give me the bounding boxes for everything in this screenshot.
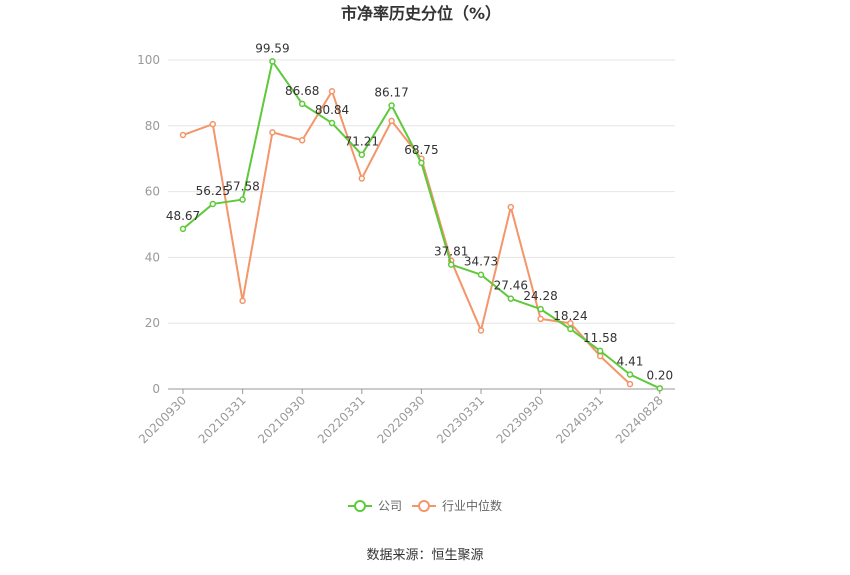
data-label: 99.59 bbox=[255, 41, 289, 55]
series-point-1 bbox=[388, 117, 395, 125]
series-point-0 bbox=[447, 261, 455, 268]
series-point-0 bbox=[626, 371, 634, 378]
data-label: 4.41 bbox=[617, 354, 644, 368]
y-tick-label: 80 bbox=[145, 119, 160, 133]
data-label: 24.28 bbox=[523, 289, 557, 303]
series-point-0 bbox=[209, 200, 217, 208]
series-point-0 bbox=[328, 119, 336, 127]
series-point-1 bbox=[537, 315, 544, 323]
legend-industry-label: 行业中位数 bbox=[442, 498, 502, 513]
x-tick-label: 20220331 bbox=[315, 393, 368, 446]
series-point-0 bbox=[418, 159, 425, 167]
x-tick-label: 20210930 bbox=[255, 393, 308, 446]
data-label: 57.58 bbox=[225, 180, 259, 194]
data-label: 86.68 bbox=[285, 84, 319, 98]
series-point-0 bbox=[269, 58, 276, 65]
series-point-1 bbox=[179, 131, 187, 139]
y-tick-label: 0 bbox=[152, 382, 160, 396]
chart-title: 市净率历史分位（%） bbox=[341, 4, 501, 23]
x-tick-label: 20240828 bbox=[613, 393, 666, 446]
x-tick-label: 20230331 bbox=[434, 393, 487, 446]
series-line-1 bbox=[182, 90, 631, 385]
x-tick-label: 20200930 bbox=[136, 393, 189, 446]
series-point-0 bbox=[298, 100, 306, 108]
data-label: 56.25 bbox=[196, 184, 230, 198]
series-point-0 bbox=[388, 102, 395, 109]
x-tick-label: 20230930 bbox=[494, 393, 547, 446]
series-point-0 bbox=[537, 305, 544, 313]
legend-industry-marker bbox=[418, 500, 430, 512]
data-label: 86.17 bbox=[374, 86, 408, 100]
data-label: 71.21 bbox=[345, 135, 379, 149]
data-label: 68.75 bbox=[404, 143, 438, 157]
series-point-0 bbox=[358, 151, 366, 158]
y-tick-label: 100 bbox=[137, 53, 160, 67]
y-tick-label: 40 bbox=[145, 250, 160, 264]
data-label: 11.58 bbox=[583, 331, 617, 345]
series-point-1 bbox=[507, 203, 515, 211]
series-point-0 bbox=[239, 196, 246, 203]
legend-item-industry[interactable]: 行业中位数 bbox=[412, 498, 502, 513]
data-label: 37.81 bbox=[434, 245, 468, 259]
x-tick-label: 20210331 bbox=[196, 393, 249, 446]
series-point-0 bbox=[179, 225, 187, 233]
series-point-0 bbox=[477, 271, 485, 278]
series-point-0 bbox=[596, 347, 604, 355]
y-tick-label: 60 bbox=[145, 185, 160, 199]
series-point-1 bbox=[626, 380, 634, 388]
series-point-1 bbox=[269, 129, 276, 136]
x-tick-label: 20220930 bbox=[374, 393, 427, 446]
series-point-1 bbox=[209, 120, 217, 128]
x-axis: 20200930 20210331 20210930 20220331 20220930… bbox=[136, 388, 675, 446]
data-label: 0.20 bbox=[646, 368, 673, 382]
series-point-1 bbox=[358, 175, 366, 182]
series-point-1 bbox=[298, 137, 306, 144]
y-tick-label: 20 bbox=[145, 316, 160, 330]
grid bbox=[168, 59, 675, 324]
data-source: 数据来源：恒生聚源 bbox=[366, 548, 483, 563]
data-label: 48.67 bbox=[166, 209, 200, 223]
legend-item-company[interactable]: 公司 bbox=[348, 499, 402, 513]
data-label: 18.24 bbox=[553, 309, 587, 323]
y-axis: 0 20 40 60 80 100 bbox=[137, 53, 160, 396]
series-point-1 bbox=[328, 88, 336, 95]
legend: 公司 行业中位数 bbox=[348, 498, 502, 513]
series-point-1 bbox=[596, 352, 604, 360]
x-tick-label: 20240331 bbox=[553, 393, 606, 446]
data-label: 34.73 bbox=[464, 255, 498, 269]
data-label: 27.46 bbox=[494, 279, 528, 293]
series-point-1 bbox=[239, 297, 246, 305]
data-label: 80.84 bbox=[315, 103, 349, 117]
series-group bbox=[179, 58, 664, 392]
series-point-0 bbox=[656, 385, 664, 392]
series-point-0 bbox=[507, 295, 515, 302]
series-point-1 bbox=[567, 319, 574, 327]
series-point-1 bbox=[477, 327, 485, 334]
series-point-0 bbox=[567, 325, 574, 333]
legend-company-label: 公司 bbox=[378, 499, 402, 513]
legend-company-marker bbox=[354, 500, 366, 512]
